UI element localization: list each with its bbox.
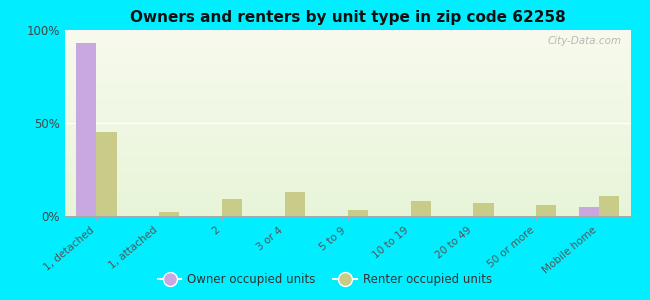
Bar	[159, 212, 179, 216]
Bar	[76, 43, 96, 216]
Bar	[96, 132, 116, 216]
Title: Owners and renters by unit type in zip code 62258: Owners and renters by unit type in zip c…	[130, 10, 566, 25]
Legend: Owner occupied units, Renter occupied units: Owner occupied units, Renter occupied un…	[153, 269, 497, 291]
Bar	[599, 196, 619, 216]
Bar	[536, 205, 556, 216]
Bar	[285, 192, 305, 216]
Bar	[348, 210, 368, 216]
Text: City-Data.com: City-Data.com	[548, 36, 622, 46]
Bar	[579, 207, 599, 216]
Bar	[411, 201, 431, 216]
Bar	[473, 203, 493, 216]
Bar	[222, 199, 242, 216]
